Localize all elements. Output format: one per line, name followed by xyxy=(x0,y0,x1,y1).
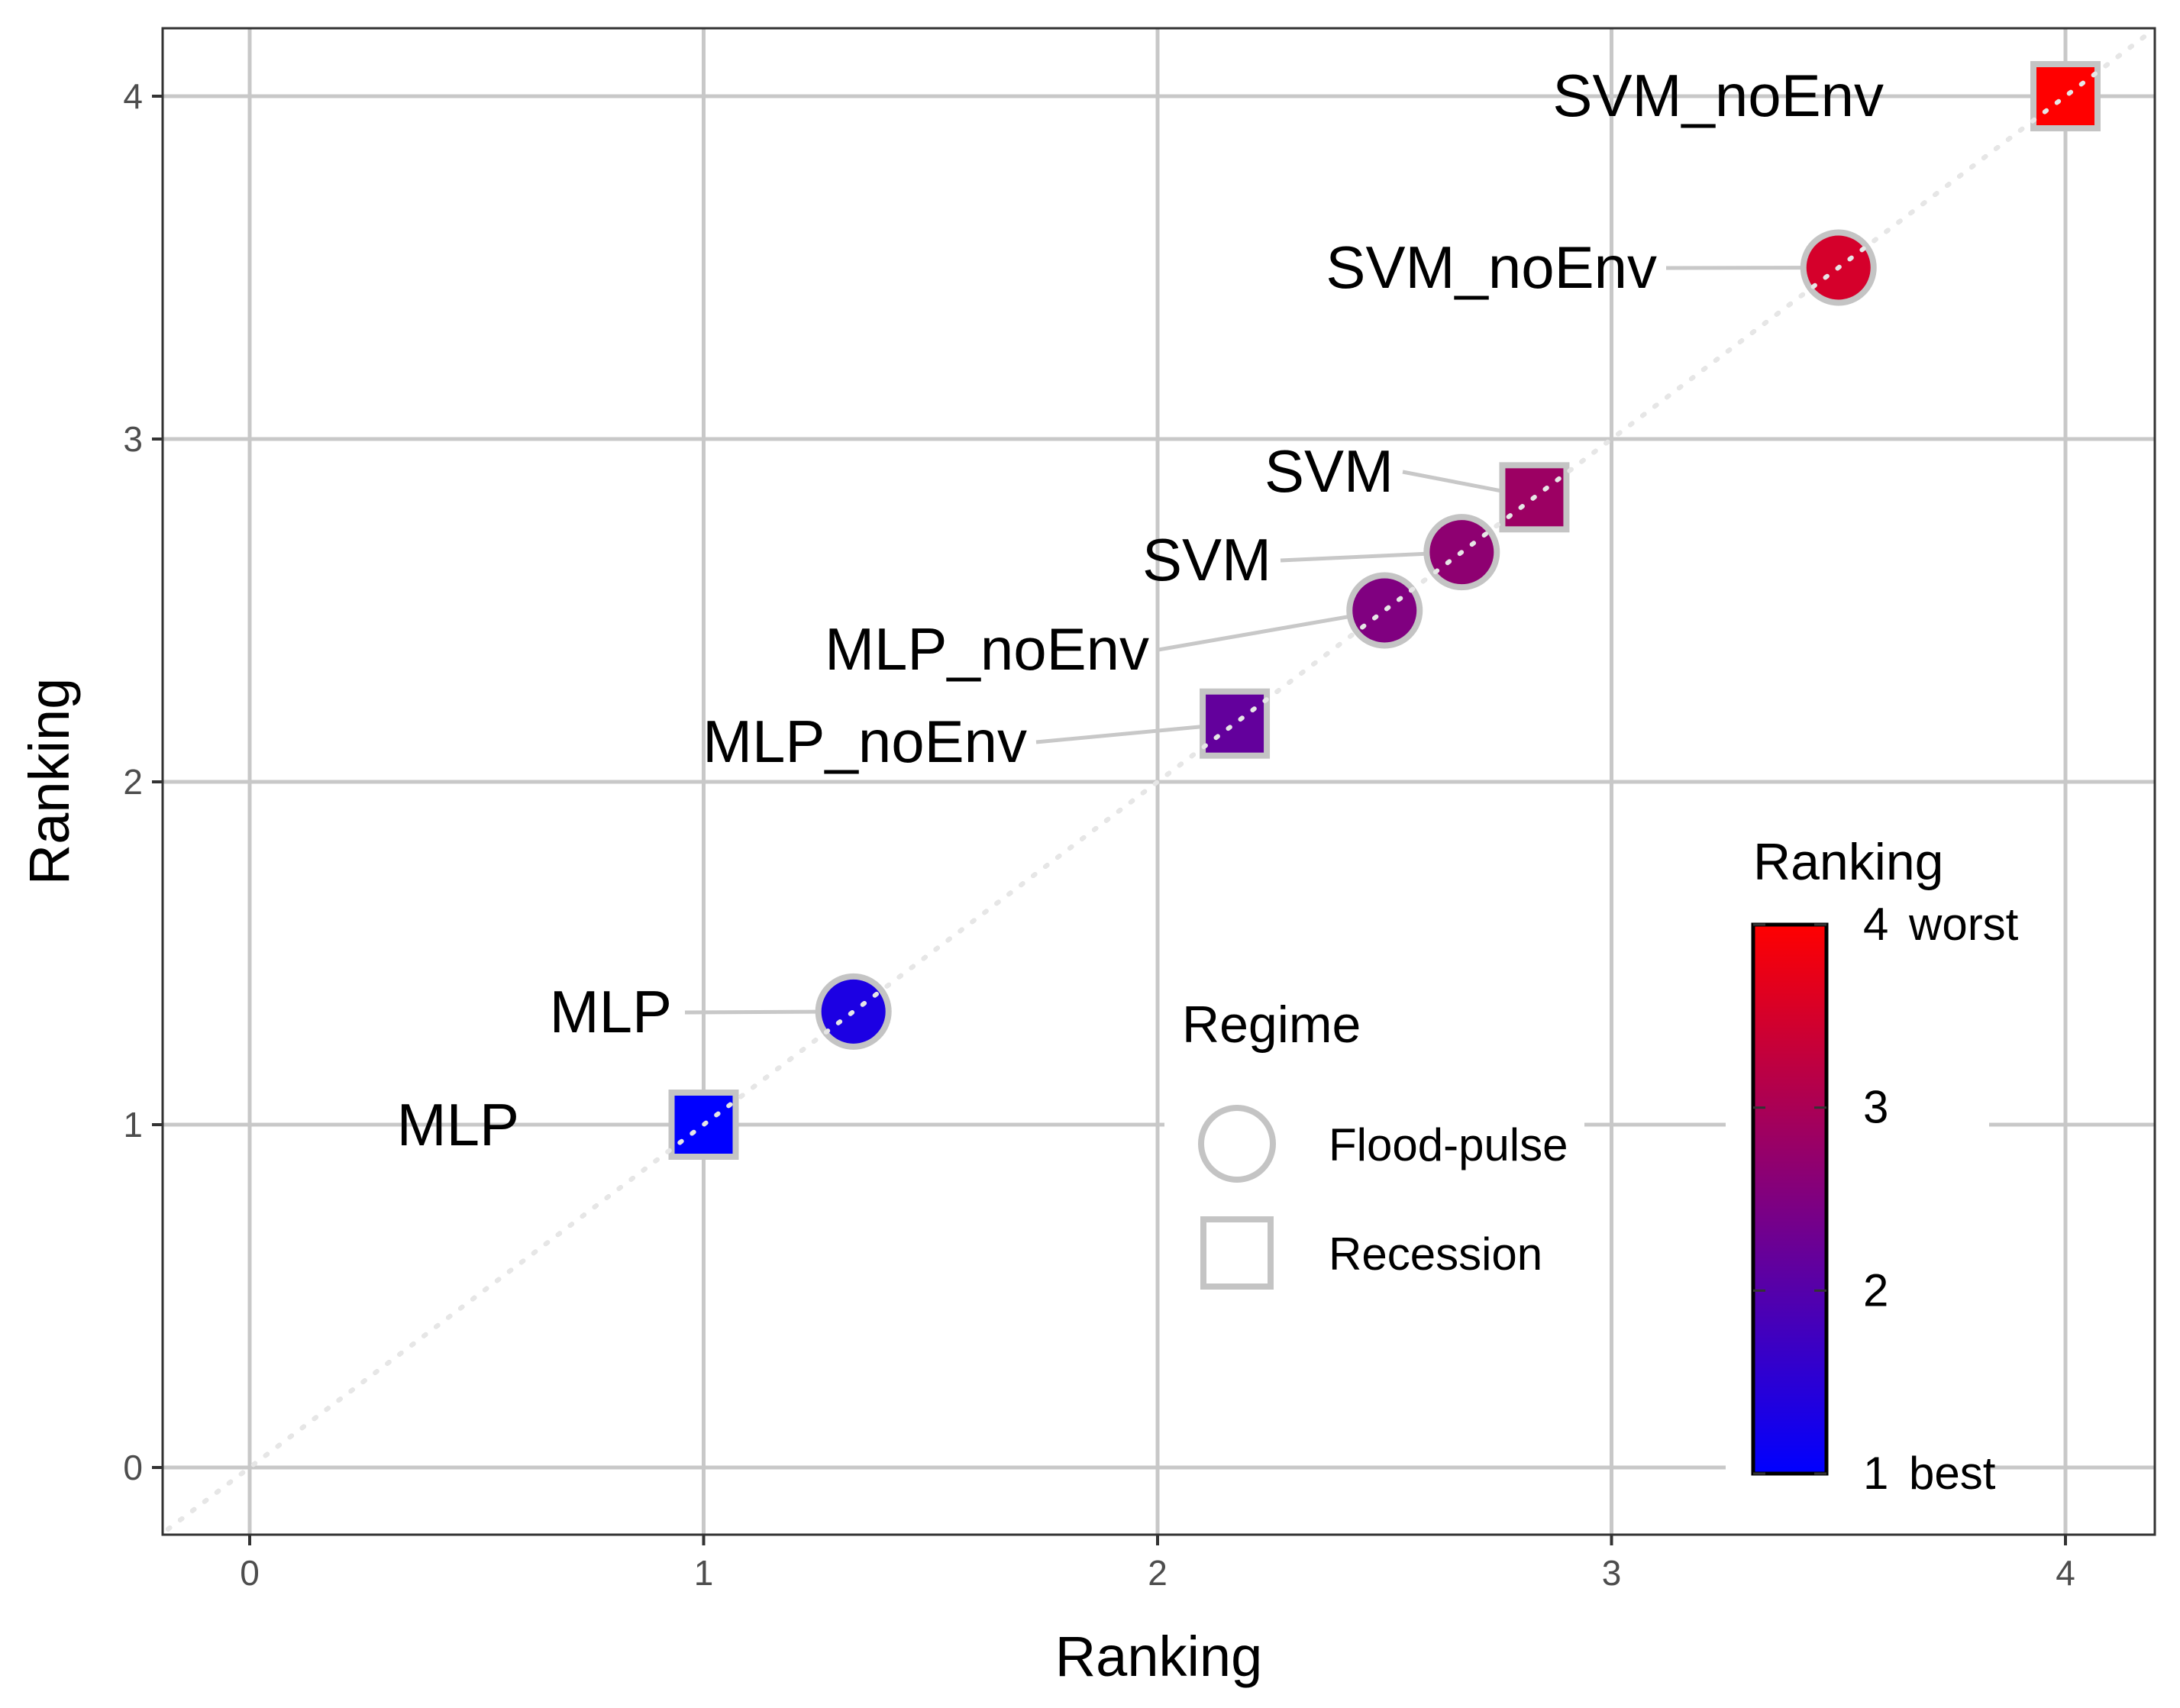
regime-legend-label: Recession xyxy=(1329,1229,1542,1280)
point-label: SVM xyxy=(1264,437,1394,505)
regime-legend-label: Flood-pulse xyxy=(1329,1119,1568,1170)
colorbar-tick-label: 4 xyxy=(1863,899,1888,950)
ranking-colorbar xyxy=(1751,922,1829,1476)
point-flood-pulse xyxy=(1346,572,1423,649)
point-recession xyxy=(2030,61,2101,131)
x-tick-label: 3 xyxy=(1602,1553,1622,1593)
legend-circle-key xyxy=(1198,1105,1276,1183)
y-tick-label: 1 xyxy=(123,1105,143,1145)
point-recession xyxy=(1200,688,1271,759)
x-tick-label: 4 xyxy=(2056,1553,2075,1593)
grid xyxy=(163,28,2155,1535)
y-tick-label: 0 xyxy=(123,1448,143,1487)
regime-legend-title: Regime xyxy=(1182,996,1361,1054)
point-label: SVM xyxy=(1142,526,1271,593)
colorbar-tick-label: 3 xyxy=(1863,1082,1888,1133)
y-tick-label: 3 xyxy=(123,419,143,459)
x-tick-label: 1 xyxy=(694,1553,714,1593)
x-axis-title: Ranking xyxy=(1055,1625,1263,1688)
regime-legend-background xyxy=(1164,989,1584,1306)
y-tick-label: 2 xyxy=(123,762,143,802)
legends: Regime Flood-pulse Recession Ranking 1 2 3 4 wor… xyxy=(1164,817,2019,1535)
point-labels: MLP MLP MLP_noEnv MLP_noEnv SVM SVM SVM_noEnv S… xyxy=(397,62,1884,1158)
point-label: MLP_noEnv xyxy=(702,708,1027,775)
x-tick-label: 2 xyxy=(1148,1553,1168,1593)
ranking-legend-title: Ranking xyxy=(1753,833,1944,891)
point-label: SVM_noEnv xyxy=(1326,234,1657,301)
y-axis-ticks: 0 1 2 3 4 xyxy=(123,76,163,1487)
y-tick-label: 4 xyxy=(123,76,143,116)
point-label: MLP xyxy=(397,1091,519,1158)
x-tick-label: 0 xyxy=(240,1553,260,1593)
legend-square-key xyxy=(1200,1216,1274,1290)
colorbar-tick-label: 1 xyxy=(1863,1448,1888,1499)
colorbar-tick-label: 2 xyxy=(1863,1264,1888,1316)
colorbar-high-note: worst xyxy=(1908,899,2019,950)
point-label: SVM_noEnv xyxy=(1552,62,1884,129)
reference-line-overlay xyxy=(165,32,2150,1532)
label-connector xyxy=(1158,609,1385,652)
point-label: MLP_noEnv xyxy=(825,615,1149,683)
point-label: MLP xyxy=(550,978,672,1045)
data-points xyxy=(165,32,2150,1532)
colorbar-low-note: best xyxy=(1909,1448,1996,1499)
x-axis-ticks: 0 1 2 3 4 xyxy=(240,1535,2075,1593)
point-recession xyxy=(1499,462,1570,533)
y-axis-title: Ranking xyxy=(18,678,81,886)
